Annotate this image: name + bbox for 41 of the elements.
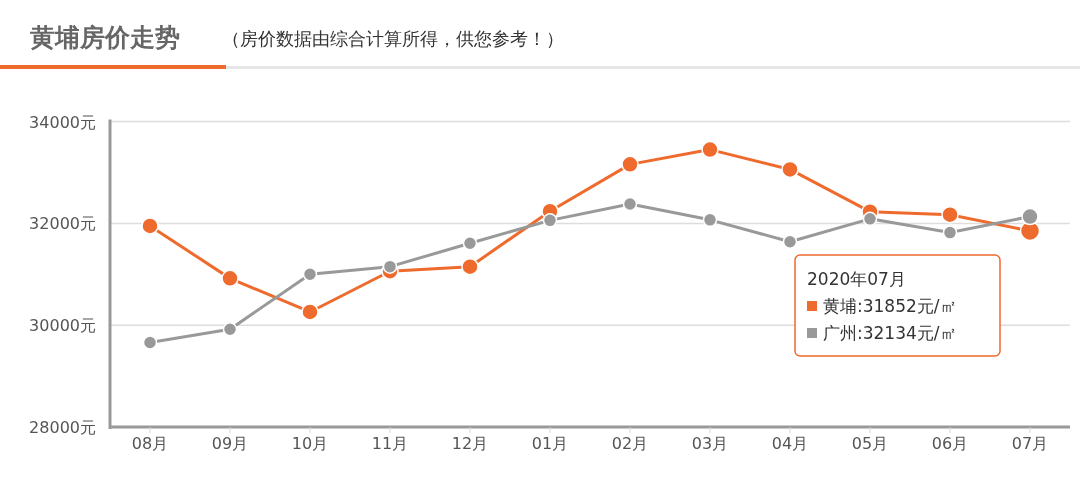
x-tick-label: 07月 (1011, 434, 1049, 453)
x-tick-label: 05月 (851, 434, 889, 453)
point (221, 269, 239, 288)
y-tick-label: 32000元 (29, 214, 96, 234)
point (382, 259, 398, 274)
x-tick-label: 01月 (531, 434, 569, 453)
point (301, 303, 319, 321)
annotation: 广州:32134元/㎡ (823, 323, 957, 343)
y-tick-label: 30000元 (29, 316, 96, 336)
y-tick-label: 28000元 (29, 418, 96, 437)
x-tick-label: 03月 (691, 434, 729, 453)
point (702, 212, 718, 228)
annotation: 2020年07月 (807, 269, 906, 289)
y-tick-label: 34000元 (29, 112, 96, 132)
point (141, 217, 159, 235)
point (941, 206, 959, 224)
point (142, 335, 158, 350)
x-tick-label: 09月 (211, 434, 249, 453)
x-tick-label: 06月 (931, 434, 969, 453)
point (1021, 207, 1039, 226)
chart-title: 黄埔房价走势 (29, 23, 180, 52)
point (222, 322, 238, 337)
point (701, 140, 719, 159)
point (542, 213, 558, 228)
x-tick-label: 08月 (131, 434, 169, 453)
point (461, 257, 479, 276)
x-tick-label: 11月 (371, 434, 409, 453)
point (942, 225, 958, 240)
point (781, 160, 799, 179)
point (621, 155, 639, 174)
point (782, 234, 798, 249)
point (622, 196, 638, 212)
chart-subtitle: （房价数据由综合计算所得，供您参考！） (222, 28, 564, 49)
x-tick-label: 04月 (771, 434, 809, 453)
point (462, 236, 478, 251)
point (302, 267, 318, 282)
x-tick-label: 10月 (291, 434, 329, 453)
x-tick-label: 02月 (611, 434, 649, 453)
x-tick-label: 12月 (451, 434, 489, 453)
point (862, 211, 878, 227)
annotation: 黄埔:31852元/㎡ (823, 296, 957, 316)
